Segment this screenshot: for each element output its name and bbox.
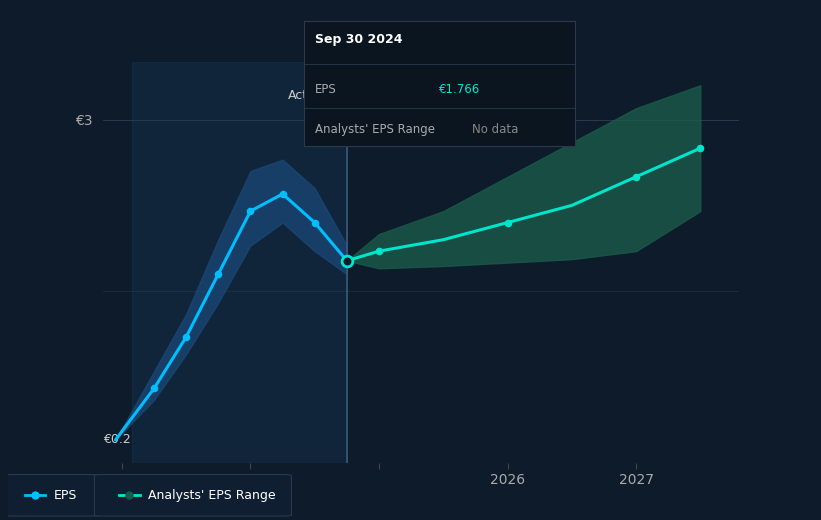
Point — [148, 384, 161, 393]
Point — [340, 256, 353, 265]
FancyBboxPatch shape — [94, 475, 291, 516]
Point — [373, 247, 386, 255]
Text: EPS: EPS — [314, 83, 337, 96]
Text: Actual: Actual — [288, 89, 328, 102]
Text: Analysts' EPS Range: Analysts' EPS Range — [314, 123, 434, 136]
FancyBboxPatch shape — [4, 475, 103, 516]
Text: EPS: EPS — [53, 489, 76, 502]
Point — [244, 207, 257, 215]
Text: €0.2: €0.2 — [103, 434, 131, 446]
Text: Analysts' EPS Range: Analysts' EPS Range — [148, 489, 275, 502]
Point — [276, 190, 289, 198]
Point — [180, 333, 193, 341]
Point — [212, 270, 225, 278]
Point — [29, 491, 42, 499]
Text: No data: No data — [472, 123, 518, 136]
Text: Analysts Forecasts: Analysts Forecasts — [353, 89, 470, 102]
Point — [123, 491, 136, 499]
Text: €1.766: €1.766 — [439, 83, 480, 96]
Point — [630, 173, 643, 181]
Text: Sep 30 2024: Sep 30 2024 — [314, 33, 402, 46]
Point — [501, 218, 514, 227]
Bar — [132, 62, 346, 463]
Point — [694, 144, 707, 152]
Point — [308, 218, 321, 227]
